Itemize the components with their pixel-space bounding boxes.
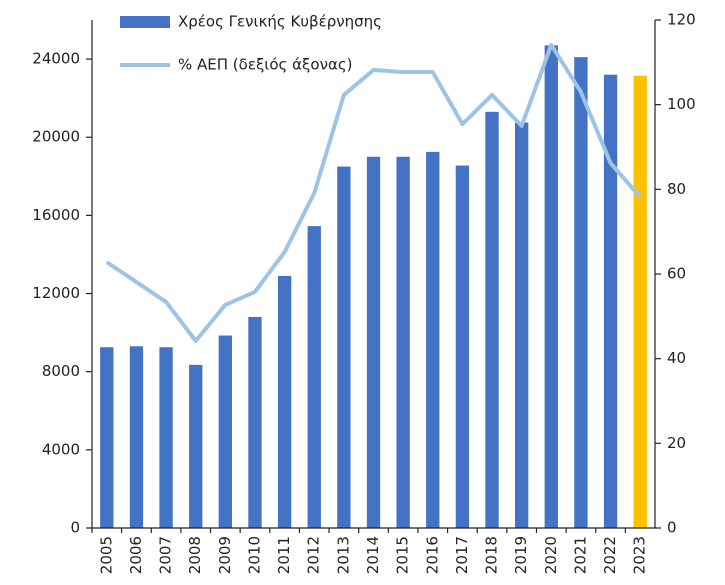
x-tick-label: 2022	[601, 536, 619, 574]
x-tick-label: 2012	[305, 536, 323, 574]
legend-label: Χρέος Γενικής Κυβέρνησης	[178, 13, 382, 31]
y-tick-label: 12000	[32, 284, 80, 302]
bar	[455, 165, 470, 529]
x-tick-label: 2015	[394, 536, 412, 574]
y2-tick-label: 80	[667, 180, 686, 198]
y-tick-label: 20000	[32, 128, 80, 146]
x-tick-label: 2007	[157, 536, 175, 574]
bar	[485, 111, 499, 528]
y2-tick-label: 60	[667, 265, 686, 283]
bar	[337, 166, 351, 529]
bar	[129, 346, 144, 528]
y-tick-label: 4000	[42, 440, 80, 458]
x-tick-label: 2018	[483, 536, 501, 574]
bar	[603, 74, 618, 528]
bar	[307, 226, 321, 528]
bar	[218, 335, 233, 528]
x-tick-label: 2023	[631, 536, 649, 574]
bar	[544, 45, 558, 529]
y-tick-label: 24000	[32, 50, 80, 68]
x-tick-label: 2009	[216, 536, 234, 574]
x-tick-label: 2005	[97, 536, 115, 574]
bar	[100, 347, 114, 528]
y2-tick-label: 40	[667, 349, 686, 367]
x-tick-label: 2019	[512, 536, 530, 574]
x-tick-label: 2016	[423, 536, 441, 574]
legend-label: % ΑΕΠ (δεξιός άξονας)	[178, 56, 353, 74]
x-tick-label: 2008	[186, 536, 204, 574]
y-tick-label: 8000	[42, 362, 80, 380]
bar	[366, 156, 381, 528]
y-tick-label: 16000	[32, 206, 80, 224]
bar	[277, 275, 292, 528]
x-tick-label: 2021	[571, 536, 589, 574]
y2-tick-label: 100	[667, 95, 696, 113]
bar	[248, 316, 262, 528]
legend-swatch	[120, 16, 170, 28]
y2-tick-label: 0	[667, 519, 677, 537]
bar	[514, 122, 529, 529]
x-tick-label: 2013	[334, 536, 352, 574]
x-tick-label: 2020	[542, 536, 560, 574]
bar	[633, 75, 647, 528]
x-tick-label: 2011	[275, 536, 293, 574]
x-tick-label: 2017	[453, 536, 471, 574]
bar	[396, 156, 410, 528]
x-tick-label: 2010	[245, 536, 263, 574]
y-tick-label: 0	[70, 519, 80, 537]
bar	[426, 151, 440, 528]
y2-tick-label: 20	[667, 434, 686, 452]
x-tick-label: 2014	[364, 536, 382, 574]
x-tick-label: 2006	[127, 536, 145, 574]
line	[105, 42, 642, 343]
bar	[574, 57, 588, 528]
bar	[189, 364, 203, 528]
y2-tick-label: 120	[667, 11, 696, 29]
bar	[159, 347, 173, 528]
